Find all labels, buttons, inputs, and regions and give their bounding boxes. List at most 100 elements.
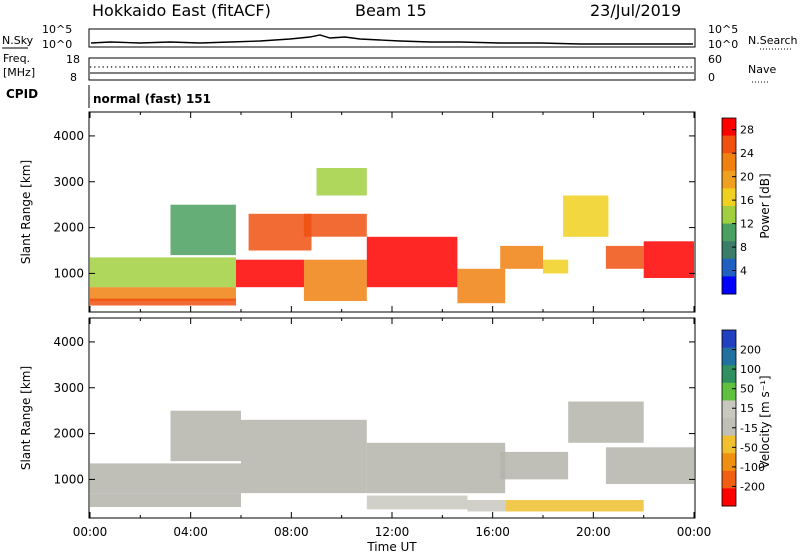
velocity-colorbar-label-2: 50 <box>740 383 754 396</box>
velocity-colorbar-swatch-9 <box>722 488 736 507</box>
time-tick-label-0: 00:00 <box>73 525 108 539</box>
power-colorbar-label-1: 8 <box>740 241 747 254</box>
power-region-12 <box>543 259 569 274</box>
velocity-colorbar-label-0: 200 <box>740 344 761 357</box>
velocity-ytick-label-1: 2000 <box>53 427 84 441</box>
velocity-colorbar-label: Velocity [m s⁻¹] <box>758 375 772 468</box>
power-region-14 <box>605 245 644 269</box>
power-colorbar-swatch-1 <box>722 135 736 154</box>
date-label: 23/Jul/2019 <box>590 1 681 20</box>
power-region-1 <box>90 287 236 301</box>
frequency-panel: Freq. [MHz] Nave 18 8 60 0 <box>3 52 776 84</box>
power-ylabel: Slant Range [km] <box>19 160 33 264</box>
power-region-15 <box>643 241 694 278</box>
velocity-axes: 1000 2000 3000 4000 <box>53 318 695 518</box>
power-axes: 1000 2000 3000 4000 <box>53 112 695 312</box>
power-colorbar-swatch-0 <box>722 118 736 137</box>
power-region-4 <box>236 259 304 288</box>
power-ytick-label-1: 2000 <box>53 221 84 235</box>
velocity-ytick-label-3: 4000 <box>53 335 84 349</box>
nsearch-label: N.Search <box>748 34 798 47</box>
power-colorbar-label-3: 16 <box>740 194 754 207</box>
power-colorbar-swatch-8 <box>722 258 736 277</box>
power-colorbar-label-5: 24 <box>740 147 754 160</box>
time-tick-label-2: 08:00 <box>274 525 309 539</box>
time-tick-label-4: 16:00 <box>475 525 510 539</box>
power-colorbar-swatch-3 <box>722 170 736 189</box>
noise-tick-bottom-right: 10^0 <box>708 38 738 51</box>
time-tick-label-5: 20:00 <box>576 525 611 539</box>
power-ytick-label-0: 1000 <box>53 266 84 280</box>
time-axis-label: Time UT <box>366 540 417 554</box>
freq-unit-label: [MHz] <box>3 66 35 79</box>
freq-tick-bottom: 8 <box>70 71 77 84</box>
velocity-colorbar-label-5: -50 <box>740 441 758 454</box>
power-region-5 <box>248 213 312 251</box>
noise-tick-top-right: 10^5 <box>708 23 738 36</box>
freq-label: Freq. <box>3 52 30 65</box>
power-colorbar-swatch-9 <box>722 276 736 295</box>
velocity-region-3 <box>241 419 367 494</box>
velocity-region-10 <box>605 447 694 484</box>
time-tick-label-1: 04:00 <box>173 525 208 539</box>
cpid-panel: CPID normal (fast) 151 <box>6 85 211 108</box>
velocity-region-9 <box>568 401 644 443</box>
time-axis: 00:00 04:00 08:00 12:00 16:00 20:00 00:00 <box>73 525 712 539</box>
power-colorbar-label-0: 4 <box>740 265 747 278</box>
velocity-ylabel: Slant Range [km] <box>19 366 33 470</box>
power-panel: 1000 2000 3000 4000 Slant Range [km] <box>19 111 696 313</box>
power-region-0 <box>90 257 236 288</box>
velocity-region-4 <box>366 442 506 494</box>
freq-tick-top: 18 <box>66 53 80 66</box>
nave-tick-top: 60 <box>708 53 722 66</box>
velocity-colorbar: 200 100 50 15 -15 -50 -100 -200 <box>721 329 765 507</box>
nave-label: Nave <box>748 63 776 76</box>
velocity-region-6 <box>467 500 506 512</box>
velocity-region-5 <box>366 495 468 510</box>
velocity-region-2 <box>170 410 241 462</box>
power-region-3 <box>170 204 236 256</box>
power-region-8 <box>316 168 367 196</box>
power-colorbar-label-4: 20 <box>740 171 754 184</box>
power-data <box>90 168 694 306</box>
velocity-region-1 <box>90 493 241 507</box>
power-ytick-label-2: 3000 <box>53 175 84 189</box>
cpid-label: CPID <box>6 87 38 101</box>
noise-tick-bottom-left: 10^0 <box>42 38 72 51</box>
power-colorbar-swatch-6 <box>722 223 736 242</box>
time-tick-label-3: 12:00 <box>375 525 410 539</box>
time-tick-label-6: 00:00 <box>677 525 712 539</box>
power-colorbar-swatch-7 <box>722 241 736 260</box>
velocity-ytick-label-0: 1000 <box>53 472 84 486</box>
power-region-7 <box>303 213 367 237</box>
velocity-colorbar-swatch-5 <box>722 418 736 437</box>
cpid-program: normal (fast) 151 <box>93 92 211 106</box>
nave-tick-bottom: 0 <box>708 71 715 84</box>
velocity-colorbar-frame <box>721 329 737 507</box>
power-region-11 <box>500 245 543 269</box>
beam-label: Beam 15 <box>355 1 427 20</box>
velocity-data <box>90 401 694 512</box>
velocity-colorbar-swatch-4 <box>722 400 736 419</box>
velocity-colorbar-swatch-2 <box>722 365 736 384</box>
velocity-colorbar-swatch-6 <box>722 435 736 454</box>
power-colorbar-frame <box>721 117 737 295</box>
velocity-colorbar-label-4: -15 <box>740 422 758 435</box>
nsky-label: N.Sky <box>2 34 34 47</box>
power-ytick-label-3: 4000 <box>53 129 84 143</box>
power-colorbar-swatch-5 <box>722 206 736 225</box>
velocity-colorbar-label-3: 15 <box>740 402 754 415</box>
power-region-10 <box>457 268 506 304</box>
power-colorbar-swatch-2 <box>722 153 736 172</box>
velocity-colorbar-swatch-1 <box>722 347 736 366</box>
station-title: Hokkaido East (fitACF) <box>92 1 271 20</box>
noise-tick-top-left: 10^5 <box>42 23 72 36</box>
noise-trace <box>90 34 693 45</box>
velocity-colorbar-swatch-7 <box>722 453 736 472</box>
velocity-region-7 <box>500 451 569 480</box>
power-colorbar-label: Power [dB] <box>758 173 772 238</box>
velocity-region-0 <box>90 463 241 494</box>
power-colorbar: 4 8 12 16 20 24 28 <box>721 117 754 295</box>
